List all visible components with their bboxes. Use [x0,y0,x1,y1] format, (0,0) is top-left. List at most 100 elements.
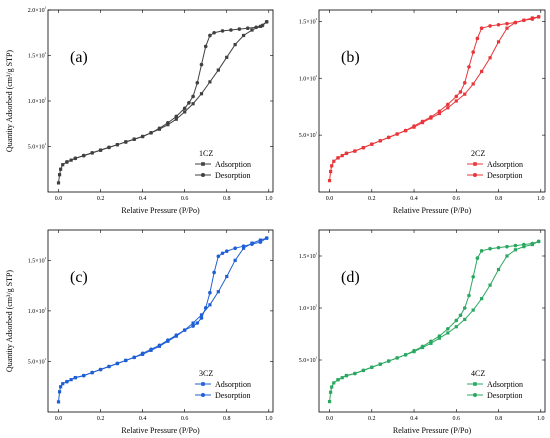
x-tick-label: 0.8 [495,416,503,422]
desorption-point [475,256,480,260]
desorption-point [233,246,237,250]
y-tick-label: 1.5×10² [299,17,318,26]
x-tick-label: 0.6 [181,416,189,422]
adsorption-point [166,123,170,127]
desorption-point [361,368,366,373]
desorption-point [224,249,229,254]
adsorption-point [174,117,178,121]
desorption-point [454,318,459,323]
x-tick-label: 0.8 [223,196,231,202]
adsorption-point [429,341,433,345]
desorption-point [140,134,145,139]
adsorption-point [216,68,220,72]
plot-frame [318,9,546,193]
desorption-point [124,358,128,363]
desorption-point [437,109,442,114]
desorption-point [458,90,463,94]
x-axis-title: Relative Pressure (P/Po) [393,426,472,435]
desorption-point [403,353,408,357]
desorption-point [90,151,94,155]
adsorption-point [437,111,441,116]
desorption-point [166,121,170,125]
adsorption-point [329,390,333,394]
x-tick-label: 1.0 [265,196,273,202]
adsorption-point [250,28,254,32]
x-tick-label: 0.4 [410,416,418,422]
y-tick-label: 1.0×10² [299,304,318,313]
x-axis-title: Relative Pressure (P/Po) [393,206,472,215]
desorption-point [229,28,233,32]
legend-label-desorption: Desorption [487,171,523,180]
desorption-point [157,343,162,348]
desorption-point [220,29,225,33]
desorption-point [212,30,216,35]
y-tick-label: 1.5×10² [299,252,318,261]
desorption-point [166,338,170,343]
legend-square-marker [201,382,205,386]
adsorption-point [199,92,204,96]
adsorption-point [330,164,334,168]
desorption-point [264,236,269,240]
desorption-point [412,348,416,353]
legend-circle-marker [473,173,477,177]
plot-frame [47,229,274,413]
y-tick-label: 1.5×10² [28,256,47,265]
desorption-point [513,20,518,25]
desorption-point [203,306,208,310]
x-tick-label: 0.0 [326,196,334,202]
adsorption-point [480,297,484,301]
x-tick-label: 1.0 [537,416,545,422]
desorption-point [140,351,145,356]
legend-label-adsorption: Adsorption [215,380,251,389]
adsorption-point [191,321,195,325]
desorption-point [513,243,518,248]
y-tick-label: 5.0×10¹ [28,357,47,366]
adsorption-point [199,313,204,317]
desorption-point [530,241,535,246]
desorption-point [386,135,391,140]
adsorption-point [463,92,467,96]
desorption-point [412,124,416,128]
desorption-point [208,33,212,38]
desorption-point [446,102,450,107]
adsorption-point [225,55,229,59]
series-line-adsorption [58,237,267,402]
adsorption-point [446,106,450,110]
desorption-point [429,115,433,119]
x-axis-title: Relative Pressure (P/Po) [121,426,200,435]
legend-square-marker [201,162,205,166]
adsorption-point [496,267,501,272]
desorption-point [98,367,103,372]
adsorption-point [471,82,475,86]
adsorption-point [61,163,65,167]
desorption-point [254,25,258,30]
desorption-point [132,137,137,142]
x-tick-label: 0.4 [139,416,147,422]
desorption-point [216,254,221,259]
desorption-point [208,290,212,295]
y-axis-title: Quantity Adsorbed (cm³/g STP) [5,270,14,373]
desorption-point [344,373,349,378]
desorption-point [90,370,94,375]
adsorption-point [505,26,509,30]
desorption-point [157,126,162,131]
desorption-point [124,140,128,144]
desorption-point [132,355,137,360]
panel-label: (b) [341,49,360,66]
adsorption-point [332,159,336,163]
desorption-point [182,106,187,111]
legend-label-adsorption: Adsorption [487,380,523,389]
x-tick-label: 0.2 [368,196,376,202]
desorption-point [65,379,69,384]
adsorption-point [191,102,195,106]
adsorption-point [437,336,441,340]
x-tick-label: 0.4 [139,196,147,202]
desorption-point [65,160,69,164]
series-line-adsorption [329,240,539,402]
y-axis-title: Quantity Adsorbed (cm³/g STP) [5,50,14,153]
desorption-point [73,156,78,161]
adsorption-point [496,40,501,44]
desorption-point [395,132,399,136]
x-tick-label: 0.6 [453,196,461,202]
desorption-point [378,139,383,143]
